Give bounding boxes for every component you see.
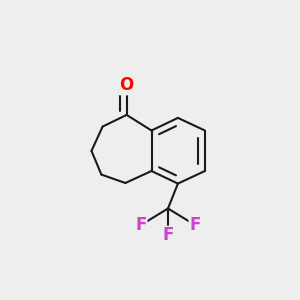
Text: F: F	[135, 216, 147, 234]
Text: F: F	[162, 226, 174, 244]
Text: F: F	[189, 216, 201, 234]
Text: O: O	[119, 76, 134, 94]
